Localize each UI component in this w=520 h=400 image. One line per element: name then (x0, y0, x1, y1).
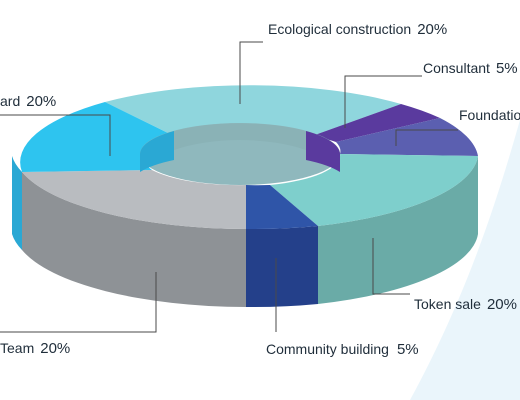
donut-hole-wall-left (140, 131, 174, 172)
ard-label: ard 20% (0, 93, 56, 110)
ard-top (20, 102, 175, 172)
background-swoosh (410, 120, 520, 400)
ard-side-wall (12, 156, 22, 250)
leader-lines (0, 41, 458, 333)
team-label: Team 20% (0, 340, 70, 357)
token-sale-label: Token sale 20% (414, 296, 517, 313)
consultant-leader-line (344, 75, 422, 128)
donut-3d-body (12, 85, 478, 308)
foundation-leader-line (395, 129, 458, 146)
token-sale-side-wall (318, 156, 478, 304)
team-side-wall (22, 172, 246, 307)
consultant-label: Consultant 5% (423, 60, 518, 77)
team-leader-line (0, 272, 157, 333)
donut-hole-wall-center (174, 123, 306, 150)
community-building-label: Community building 5% (266, 341, 419, 358)
foundation-top (336, 118, 478, 156)
donut-hole-wall-right (306, 131, 340, 172)
ecological-construction-label: Ecological construction 20% (268, 21, 447, 38)
foundation-label: Foundation (459, 107, 520, 123)
community-building-side-wall (246, 226, 318, 308)
ard-leader-line (0, 114, 111, 156)
ecological-construction-leader-line (239, 41, 263, 104)
token-sale-top (270, 154, 478, 226)
ecological-construction-top (105, 85, 401, 136)
token-sale-leader-line (372, 238, 410, 295)
consultant-top (312, 104, 440, 142)
slice-labels: Ecological construction 20% Consultant 5% … (0, 21, 520, 358)
community-building-top (246, 185, 318, 230)
team-top (22, 170, 246, 229)
